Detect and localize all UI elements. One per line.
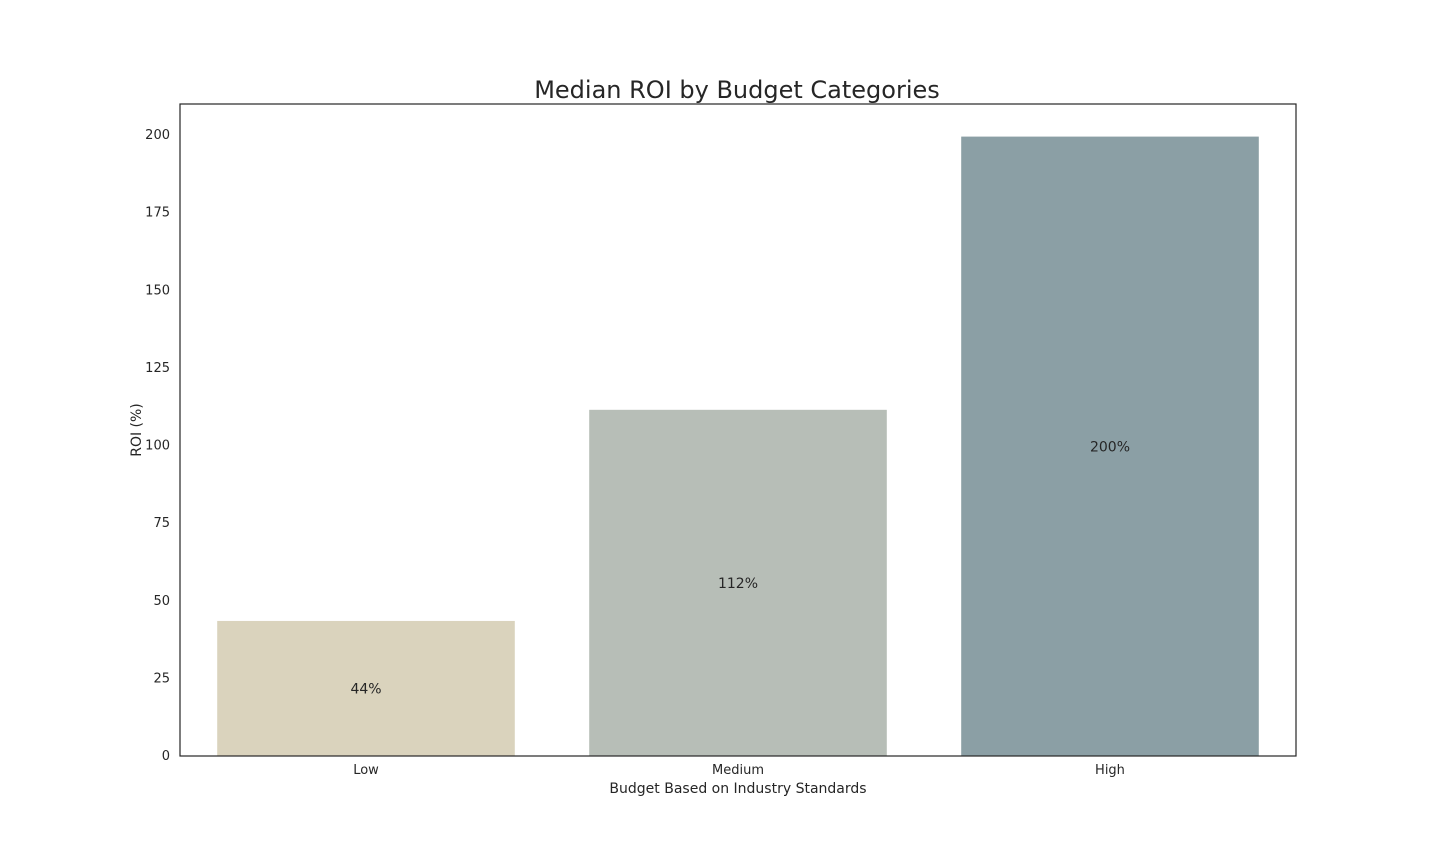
bar-medium (589, 409, 887, 756)
y-tick-label-125: 125 (145, 361, 170, 376)
y-tick-label-100: 100 (145, 439, 170, 454)
y-tick-label-75: 75 (153, 516, 170, 531)
x-tick-label-medium: Medium (712, 763, 764, 778)
bar-high (961, 136, 1259, 757)
x-tick-label-low: Low (353, 763, 379, 778)
y-tick-label-200: 200 (145, 128, 170, 143)
data-label-low: 44% (350, 681, 381, 697)
y-tick-label-0: 0 (162, 749, 170, 764)
x-axis-ticks: Low Medium High (353, 763, 1125, 778)
plot-frame (179, 103, 1297, 757)
bar-low (217, 620, 515, 756)
data-labels-group: 44% 112% 200% (350, 439, 1130, 697)
y-axis-ticks: 0 25 50 75 100 125 150 175 200 (145, 128, 170, 764)
data-label-high: 200% (1090, 439, 1130, 455)
y-tick-label-175: 175 (145, 206, 170, 221)
y-axis-label: ROI (%) (129, 403, 145, 457)
y-tick-label-150: 150 (145, 283, 170, 298)
y-tick-label-25: 25 (153, 671, 170, 686)
x-axis-label: Budget Based on Industry Standards (609, 781, 866, 797)
x-tick-label-high: High (1095, 763, 1125, 778)
y-tick-label-50: 50 (153, 594, 170, 609)
chart-title: Median ROI by Budget Categories (534, 76, 940, 104)
data-label-medium: 112% (718, 576, 758, 592)
bars-group (217, 136, 1259, 757)
